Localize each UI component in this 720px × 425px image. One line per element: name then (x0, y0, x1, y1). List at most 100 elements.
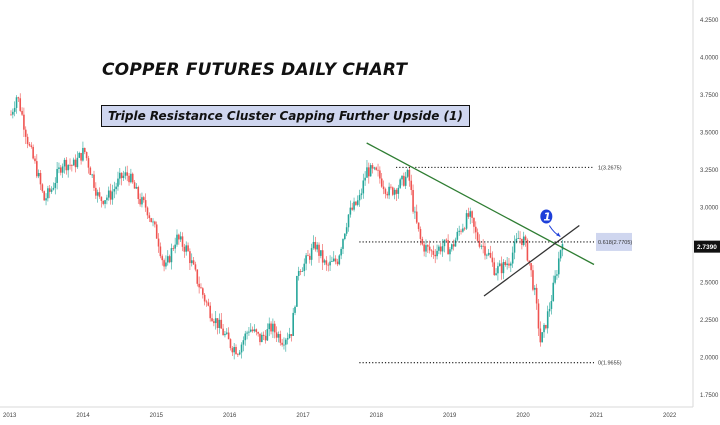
y-tick-label: 4.2500 (700, 18, 719, 24)
candle-body (100, 196, 103, 201)
candle-body (399, 179, 401, 188)
candle-body (43, 191, 45, 201)
candle-body (85, 152, 88, 159)
candle-body (353, 201, 355, 210)
y-tick-label: 3.5000 (700, 131, 719, 137)
candle-body (41, 184, 44, 192)
candle-body (451, 244, 453, 250)
candle-body (240, 344, 243, 353)
candle-body (211, 318, 213, 322)
candle-body (427, 245, 429, 247)
candle-body (532, 270, 534, 290)
candle-body (323, 260, 326, 263)
candle-body (277, 334, 280, 338)
candle-body (161, 256, 164, 261)
candle-body (264, 335, 267, 341)
fib-level-label: 0.618(2.7705) (598, 240, 632, 246)
candle-body (98, 192, 101, 197)
candle-body (253, 329, 256, 332)
candle-body (34, 158, 36, 162)
x-tick-label: 2021 (590, 413, 604, 419)
candle-body (299, 271, 302, 272)
candle-body (473, 217, 475, 227)
candle-body (534, 287, 536, 290)
candle-body (32, 146, 34, 159)
candle-body (504, 261, 507, 266)
candle-body (91, 174, 93, 176)
candle-body (417, 222, 420, 230)
candle-body (546, 311, 549, 329)
candle-body (465, 213, 468, 229)
y-axis: 1.75002.00002.25002.50002.75003.00003.25… (692, 0, 720, 407)
candle-body (139, 199, 141, 205)
candle-body (28, 144, 31, 146)
candle-body (439, 246, 442, 252)
candle-body (301, 270, 304, 272)
candle-body (371, 165, 374, 169)
candle-body (80, 152, 82, 161)
chart-title: COPPER FUTURES DAILY CHART (102, 60, 408, 80)
candle-body (10, 114, 12, 116)
candle-body (436, 250, 438, 257)
candle-body (545, 324, 547, 329)
candle-body (133, 182, 136, 189)
candle-body (327, 264, 330, 266)
candle-body (266, 329, 269, 341)
candle-body (24, 129, 27, 137)
current-price-label: 2.7390 (697, 244, 717, 251)
candle-body (166, 256, 169, 263)
y-tick-label: 2.2500 (700, 318, 719, 324)
candle-body (128, 175, 130, 183)
candle-body (233, 347, 235, 353)
candle-body (364, 177, 366, 181)
candle-body (72, 159, 75, 166)
candle-body (209, 305, 211, 319)
candle-body (484, 246, 486, 256)
candle-body (96, 192, 99, 196)
candle-body (449, 249, 451, 255)
candle-body (237, 354, 239, 355)
candle-body (441, 246, 444, 252)
candle-body (119, 172, 121, 179)
candle-body (135, 187, 138, 189)
candle-body (227, 332, 230, 340)
candle-body (338, 255, 341, 265)
candle-body (106, 197, 108, 201)
candle-body (270, 323, 272, 332)
candle-body (434, 254, 437, 257)
x-axis: 2013 2014 2015 2016 2017 2018 2019 2020 2021 2022 (0, 406, 693, 419)
candle-body (510, 263, 512, 266)
candle-body (329, 261, 331, 266)
candle-body (537, 303, 540, 329)
candle-body (251, 329, 254, 332)
candle-body (242, 340, 245, 345)
candle-body (174, 244, 176, 249)
candle-body (491, 257, 494, 263)
candle-body (356, 200, 359, 205)
candle-body (178, 234, 180, 240)
candle-body (165, 262, 167, 267)
candle-body (331, 261, 333, 262)
candle-body (50, 189, 53, 192)
candle-body (23, 114, 25, 130)
candle-body (502, 261, 505, 274)
candle-body (89, 167, 92, 175)
candle-body (283, 344, 285, 346)
candle-body (543, 324, 545, 333)
candle-body (355, 201, 357, 205)
candle-body (414, 211, 416, 213)
candle-body (474, 226, 477, 233)
candle-body (307, 255, 309, 257)
candle-body (107, 190, 110, 198)
candle-body (303, 263, 306, 271)
candle-body (93, 174, 95, 188)
y-tick-label: 3.0000 (700, 206, 719, 212)
candle-body (137, 187, 140, 200)
candle-body (69, 164, 71, 166)
candle-body (334, 258, 337, 262)
candle-body (495, 273, 497, 275)
candle-body (316, 244, 318, 250)
candle-body (456, 231, 459, 240)
candle-body (454, 239, 457, 247)
